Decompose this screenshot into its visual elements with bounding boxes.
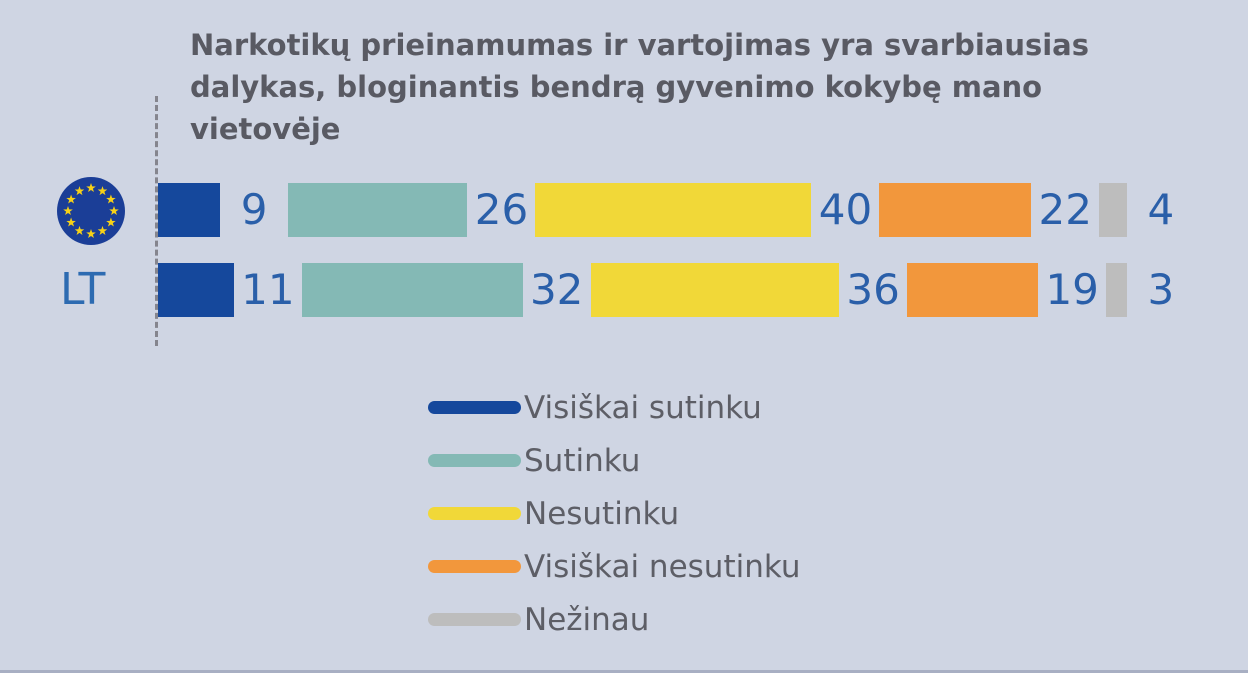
legend-item: Visiškai nesutinku bbox=[428, 540, 801, 593]
row-label-lt: LT bbox=[60, 264, 106, 315]
value-label: 40 bbox=[818, 185, 873, 234]
bar-segment-eu bbox=[535, 183, 812, 237]
bar-segment-eu bbox=[158, 183, 221, 237]
bar-row-lt: 11 32 36 19 3 bbox=[158, 263, 1195, 317]
bar-segment-eu bbox=[879, 183, 1032, 237]
axis-baseline-dashed bbox=[155, 96, 158, 346]
value-label: 9 bbox=[240, 185, 268, 234]
legend-label: Nežinau bbox=[524, 601, 650, 638]
value-label: 22 bbox=[1038, 185, 1092, 234]
legend-item: Nežinau bbox=[428, 593, 801, 646]
legend-swatch bbox=[428, 560, 521, 573]
bar-segment-eu bbox=[288, 183, 468, 237]
legend-item: Nesutinku bbox=[428, 487, 801, 540]
value-label: 36 bbox=[846, 265, 900, 314]
bar-segment-lt bbox=[590, 263, 840, 317]
bar-segment-lt bbox=[158, 263, 234, 317]
cropped-bottom-edge bbox=[0, 670, 1248, 673]
value-label: 26 bbox=[474, 185, 529, 234]
legend-swatch bbox=[428, 454, 521, 467]
legend-label: Sutinku bbox=[524, 442, 641, 479]
bar-segment-lt bbox=[1106, 263, 1127, 317]
legend-swatch bbox=[428, 401, 521, 414]
value-label: 3 bbox=[1147, 265, 1175, 314]
chart-title-line-2: dalykas, bloginantis bendrą gyvenimo kok… bbox=[190, 70, 1043, 104]
chart-title: Narkotikų prieinamumas ir vartojimas yra… bbox=[190, 24, 1210, 150]
bar-segment-lt bbox=[301, 263, 523, 317]
legend-item: Sutinku bbox=[428, 434, 801, 487]
chart-title-line-3: vietovėje bbox=[190, 112, 341, 146]
bar-row-eu: 9 26 40 22 4 bbox=[158, 183, 1195, 237]
legend-label: Visiškai sutinku bbox=[524, 389, 762, 426]
bar-segment-eu bbox=[1099, 183, 1127, 237]
legend-label: Nesutinku bbox=[524, 495, 680, 532]
value-label: 11 bbox=[241, 265, 295, 314]
legend-item: Visiškai sutinku bbox=[428, 381, 801, 434]
bar-segment-lt bbox=[907, 263, 1039, 317]
value-label: 4 bbox=[1147, 185, 1175, 234]
legend-label: Visiškai nesutinku bbox=[524, 548, 801, 585]
legend-swatch bbox=[428, 507, 521, 520]
value-label: 19 bbox=[1045, 265, 1099, 314]
chart-title-line-1: Narkotikų prieinamumas ir vartojimas yra… bbox=[190, 28, 1090, 62]
eu-flag-icon bbox=[57, 177, 125, 245]
value-label: 32 bbox=[529, 265, 584, 314]
chart-legend: Visiškai sutinku Sutinku Nesutinku Visiškai… bbox=[428, 381, 801, 646]
legend-swatch bbox=[428, 613, 521, 626]
